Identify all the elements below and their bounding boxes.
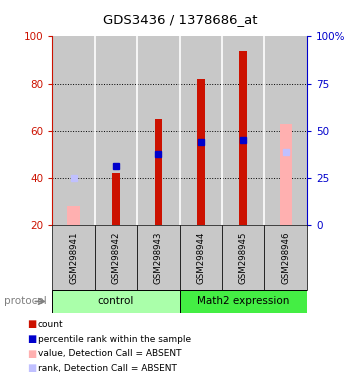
Bar — [52, 225, 95, 290]
Text: GDS3436 / 1378686_at: GDS3436 / 1378686_at — [103, 13, 258, 26]
Bar — [52, 36, 95, 225]
Text: GSM298941: GSM298941 — [69, 231, 78, 283]
Bar — [197, 79, 205, 225]
Bar — [222, 36, 264, 225]
Text: ■: ■ — [27, 363, 36, 373]
Text: GSM298946: GSM298946 — [281, 231, 290, 283]
Text: count: count — [38, 320, 64, 329]
Bar — [264, 225, 307, 290]
Bar — [179, 36, 222, 225]
Bar — [52, 290, 179, 313]
Bar — [137, 225, 179, 290]
Text: protocol: protocol — [4, 296, 46, 306]
Bar — [155, 119, 162, 225]
Bar — [137, 36, 179, 225]
Text: GSM298944: GSM298944 — [196, 231, 205, 283]
Bar — [112, 173, 120, 225]
Text: ■: ■ — [27, 319, 36, 329]
Bar — [222, 225, 264, 290]
Text: GSM298942: GSM298942 — [112, 231, 121, 283]
Text: Math2 expression: Math2 expression — [197, 296, 290, 306]
Bar — [95, 36, 137, 225]
Bar — [239, 51, 247, 225]
Text: rank, Detection Call = ABSENT: rank, Detection Call = ABSENT — [38, 364, 177, 373]
Text: ■: ■ — [27, 334, 36, 344]
Bar — [68, 206, 80, 225]
Text: percentile rank within the sample: percentile rank within the sample — [38, 334, 191, 344]
Text: control: control — [98, 296, 134, 306]
Bar — [179, 290, 307, 313]
Text: ■: ■ — [27, 349, 36, 359]
Bar — [95, 225, 137, 290]
Text: GSM298943: GSM298943 — [154, 231, 163, 283]
Bar — [279, 124, 292, 225]
Text: GSM298945: GSM298945 — [239, 231, 248, 283]
Bar — [264, 36, 307, 225]
Text: value, Detection Call = ABSENT: value, Detection Call = ABSENT — [38, 349, 182, 358]
Bar — [179, 225, 222, 290]
